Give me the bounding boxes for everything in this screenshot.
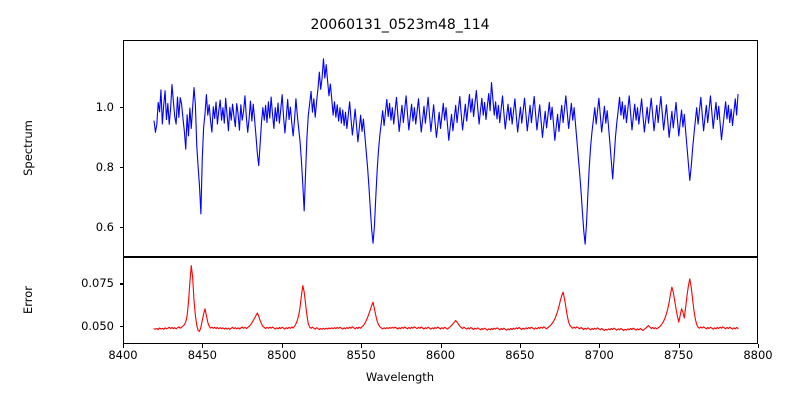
- x-axis-label: Wavelength: [365, 370, 435, 384]
- error-ytick-label: 0.075: [81, 276, 114, 291]
- x-tick-mark: [202, 344, 204, 348]
- x-tick-label: 8700: [584, 348, 614, 362]
- x-tick-mark: [361, 344, 363, 348]
- x-tick-mark: [440, 344, 442, 348]
- x-tick-label: 8750: [663, 348, 694, 362]
- spectrum-line-plot: [124, 41, 757, 256]
- error-ytick-label: 0.050: [81, 319, 114, 334]
- spectrum-data-line: [154, 59, 738, 244]
- x-tick-label: 8550: [346, 348, 376, 362]
- y-tick-mark: [119, 227, 123, 229]
- spectrum-axis-label: Spectrum: [21, 120, 35, 176]
- x-tick-label: 8800: [743, 348, 773, 362]
- x-tick-mark: [599, 344, 601, 348]
- x-tick-mark: [758, 344, 760, 348]
- spectrum-ytick-label: 0.6: [95, 220, 114, 235]
- y-tick-mark: [119, 167, 123, 169]
- x-tick-label: 8650: [505, 348, 535, 362]
- spectrum-ytick-label: 1.0: [95, 100, 114, 115]
- error-line-plot: [124, 258, 757, 343]
- y-tick-mark: [119, 326, 123, 328]
- x-tick-mark: [123, 344, 125, 348]
- x-tick-label: 8500: [267, 348, 297, 362]
- x-tick-mark: [678, 344, 680, 348]
- spectrum-axes: [123, 40, 758, 257]
- figure-title: 20060131_0523m48_114: [310, 17, 490, 33]
- x-tick-label: 8400: [108, 348, 138, 362]
- y-tick-mark: [119, 107, 123, 109]
- x-tick-mark: [281, 344, 283, 348]
- x-tick-label: 8450: [187, 348, 218, 362]
- error-axis-label: Error: [21, 285, 35, 315]
- error-axes: [123, 257, 758, 344]
- spectrum-ytick-label: 0.8: [95, 160, 114, 175]
- error-data-line: [154, 266, 738, 332]
- x-tick-mark: [519, 344, 521, 348]
- y-tick-mark: [119, 283, 123, 285]
- x-tick-label: 8600: [425, 348, 456, 362]
